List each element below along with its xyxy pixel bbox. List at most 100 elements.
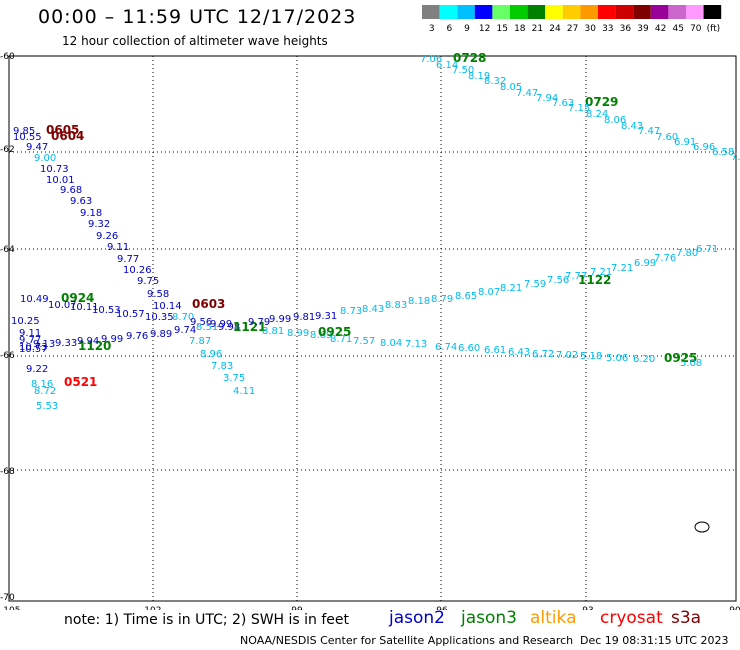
map-subtitle: 12 hour collection of altimeter wave hei… bbox=[62, 34, 328, 48]
wave-height-value: 10.25 bbox=[11, 316, 40, 327]
color-scale-label: 33 bbox=[602, 24, 613, 34]
color-scale-legend: 3 6 9 12 15 18 21 24 27 30 33 36 39 42 45 70 (ft) bbox=[422, 5, 722, 34]
longitude-label: -99 bbox=[288, 606, 303, 610]
wave-height-value: 10.35 bbox=[145, 312, 174, 323]
wave-height-value: 8.79 bbox=[431, 294, 453, 305]
pass-time-label: 0603 bbox=[192, 297, 225, 311]
wave-height-value: 9.79 bbox=[248, 317, 270, 328]
pass-time-label: 0604 bbox=[51, 129, 84, 143]
wave-height-value: 10.53 bbox=[92, 305, 121, 316]
wave-height-value: 9.47 bbox=[26, 142, 48, 153]
pass-time-label: 1120 bbox=[78, 339, 111, 353]
wave-height-value: 9.89 bbox=[150, 329, 172, 340]
legend-s3a: s3a bbox=[671, 608, 702, 628]
wave-height-value: 10.14 bbox=[153, 301, 182, 312]
wave-height-value: 8.21 bbox=[500, 283, 522, 294]
wave-height-value: 10.73 bbox=[19, 342, 48, 353]
legend-jason3: jason3 bbox=[461, 608, 517, 628]
wave-height-value: 9.85 bbox=[13, 126, 35, 137]
wave-height-value: 10.73 bbox=[40, 164, 69, 175]
pass-time-label: 0605 bbox=[46, 123, 79, 137]
footnote: note: 1) Time is in UTC; 2) SWH is in fe… bbox=[64, 612, 350, 628]
pass-time-label: 0521 bbox=[64, 375, 97, 389]
wave-height-value: 7.80 bbox=[676, 248, 698, 259]
color-scale-label: 27 bbox=[567, 24, 578, 34]
latitude-label: -64 bbox=[0, 245, 15, 255]
altimeter-map: -60 -62 -64 -66 -68 -70 -105 -102 -99 -96 -93 -90 7… bbox=[0, 51, 740, 610]
map-frame bbox=[8, 55, 737, 602]
wave-height-value: 9.99 bbox=[101, 334, 123, 345]
wave-height-value: 9.18 bbox=[80, 208, 102, 219]
wave-height-value: 6.91 bbox=[674, 137, 696, 148]
wave-height-value: 8.43 bbox=[362, 304, 384, 315]
wave-height-value: 8.04 bbox=[380, 338, 402, 349]
latitude-label: -70 bbox=[0, 593, 15, 603]
credit-line: NOAA/NESDIS Center for Satellite Applica… bbox=[240, 634, 574, 647]
longitude-label: -96 bbox=[433, 606, 448, 610]
color-swatch bbox=[510, 5, 528, 19]
map-title: 00:00 – 11:59 UTC 12/17/2023 bbox=[38, 6, 357, 28]
wave-height-value: 7.15 bbox=[568, 103, 590, 114]
wave-height-value: 9.00 bbox=[34, 153, 56, 164]
wave-height-value: 10.57 bbox=[116, 309, 145, 320]
wave-height-value: 7.21 bbox=[611, 263, 633, 274]
wave-height-value: 8.71 bbox=[330, 334, 352, 345]
wave-height-value: 7.83 bbox=[211, 361, 233, 372]
pass-time-label: 1122 bbox=[578, 273, 611, 287]
wave-height-value: 6.20 bbox=[633, 354, 655, 365]
wave-height-value: 7.21 bbox=[590, 267, 612, 278]
longitude-label: -102 bbox=[141, 606, 161, 610]
color-scale-label: 12 bbox=[479, 24, 490, 34]
wave-height-value: 7.47 bbox=[638, 126, 660, 137]
longitude-label: -93 bbox=[579, 606, 594, 610]
wave-height-value: 7.50 bbox=[452, 65, 474, 76]
wave-height-value: 8.81 bbox=[262, 326, 284, 337]
wave-height-value: 10.57 bbox=[19, 344, 48, 355]
graticule bbox=[9, 56, 736, 601]
color-swatch bbox=[527, 5, 546, 19]
wave-height-value: 7.63 bbox=[552, 98, 574, 109]
wave-height-value: 9.22 bbox=[26, 364, 48, 375]
wave-height-value: 10.07 bbox=[48, 300, 77, 311]
color-swatch bbox=[650, 5, 669, 19]
color-scale-label: 18 bbox=[514, 24, 526, 34]
legend-jason2: jason2 bbox=[389, 608, 445, 628]
wave-height-value: 9.75 bbox=[137, 276, 159, 287]
color-scale-label: 6 bbox=[447, 24, 453, 34]
color-swatch bbox=[598, 5, 616, 19]
color-swatch bbox=[562, 5, 581, 19]
wave-height-value: 9.99 bbox=[210, 319, 232, 330]
latitude-label: -66 bbox=[0, 351, 15, 361]
wave-height-value: 7.87 bbox=[189, 336, 211, 347]
wave-height-value: 6.99 bbox=[634, 258, 656, 269]
wave-height-value: 8.06 bbox=[604, 115, 626, 126]
color-scale-label: 36 bbox=[620, 24, 632, 34]
wave-height-value: 7.76 bbox=[654, 253, 676, 264]
wave-height-value: 8.24 bbox=[586, 109, 608, 120]
color-scale-label: 15 bbox=[496, 24, 507, 34]
color-swatch bbox=[686, 5, 704, 19]
wave-height-value: 6.61 bbox=[484, 345, 506, 356]
wave-height-value: 8.69 bbox=[310, 330, 332, 341]
wave-height-value: 8.05 bbox=[500, 82, 522, 93]
wave-height-value: 9.98 bbox=[218, 322, 240, 333]
pass-time-label: 0728 bbox=[453, 51, 486, 65]
color-swatch bbox=[545, 5, 563, 19]
wave-height-value: 7.06 bbox=[420, 54, 442, 65]
color-scale-label: 21 bbox=[532, 24, 543, 34]
wave-height-value: 7. bbox=[731, 152, 740, 163]
generated-timestamp: Dec 19 08:31:15 UTC 2023 bbox=[580, 634, 729, 647]
wave-height-value: 6.74 bbox=[435, 342, 457, 353]
wave-height-value: 8.99 bbox=[287, 328, 309, 339]
pass-time-label: 0925 bbox=[318, 325, 351, 339]
wave-height-value: 7.59 bbox=[524, 279, 546, 290]
wave-height-value: 8.96 bbox=[200, 349, 222, 360]
wave-height-value: 8.72 bbox=[34, 386, 56, 397]
wave-height-value: 10.26 bbox=[123, 265, 152, 276]
wave-height-value: 9.32 bbox=[88, 219, 110, 230]
wave-height-value: 9.74 bbox=[174, 325, 196, 336]
wave-height-value: 10.49 bbox=[20, 294, 49, 305]
color-swatch bbox=[474, 5, 493, 19]
wave-height-value: 9.31 bbox=[315, 311, 337, 322]
pass-time-label: 1121 bbox=[233, 320, 266, 334]
